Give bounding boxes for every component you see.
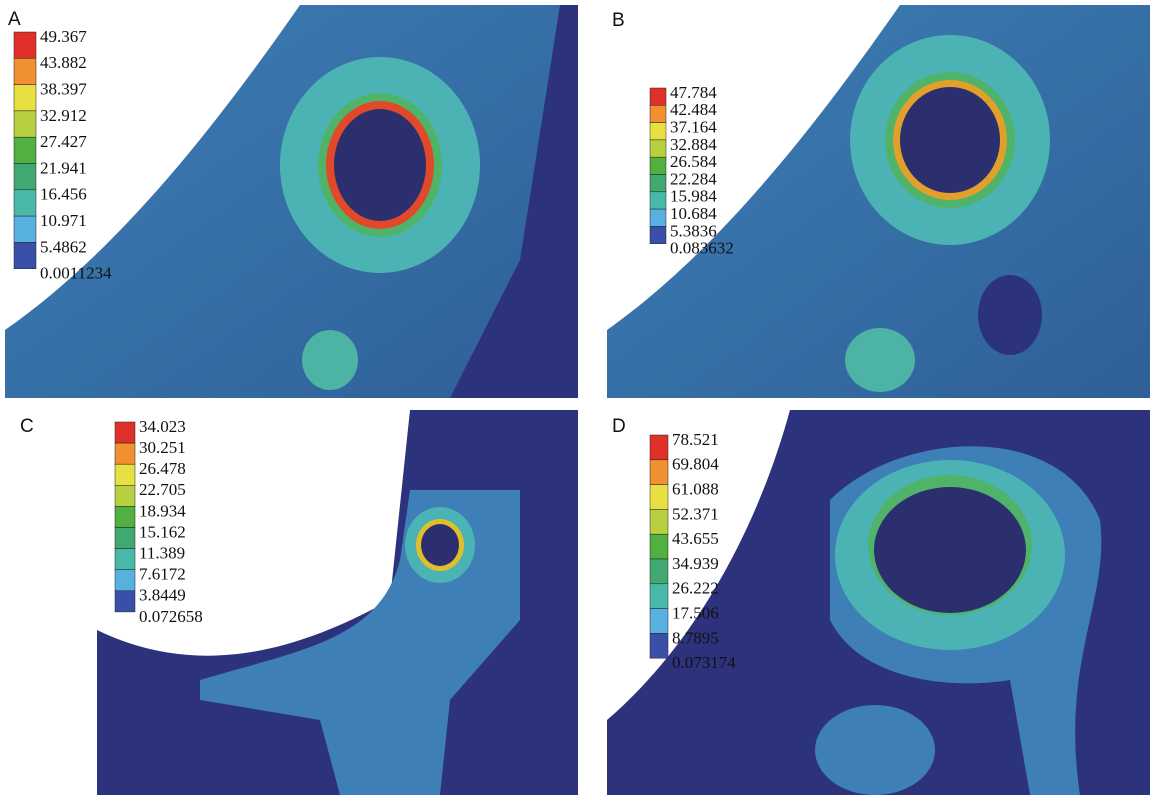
legend-value: 34.023 <box>139 417 186 436</box>
legend-value: 5.4862 <box>40 237 87 256</box>
legend-swatch <box>649 459 669 485</box>
legend-swatch <box>649 434 669 461</box>
legend-swatch <box>13 136 37 164</box>
legend-swatch <box>649 583 669 609</box>
panel-a-render <box>5 5 578 398</box>
legend-value: 15.162 <box>139 522 186 541</box>
panel-label: A <box>8 9 21 30</box>
legend-value: 8.7895 <box>672 628 719 647</box>
legend-value: 22.705 <box>139 480 186 499</box>
panel-c-render <box>97 410 578 795</box>
legend-value: 43.882 <box>40 53 87 72</box>
panel-label: B <box>612 10 625 31</box>
legend-value: 10.971 <box>40 211 87 230</box>
legend-swatch <box>649 105 667 123</box>
panel-b-render <box>607 5 1150 398</box>
legend-swatch <box>114 590 136 613</box>
legend-swatch <box>114 421 136 444</box>
legend-swatch <box>13 31 37 59</box>
legend-swatch <box>114 527 136 549</box>
legend-value: 0.073174 <box>672 653 736 672</box>
legend-value: 10.684 <box>670 204 717 223</box>
legend-swatch <box>649 174 667 193</box>
legend-swatch <box>649 533 669 560</box>
legend-value: 37.164 <box>670 118 717 137</box>
legend-value: 0.0011234 <box>40 264 112 283</box>
legend-swatch <box>649 509 669 535</box>
legend-value: 17.506 <box>672 604 719 623</box>
legend-swatch <box>649 226 667 244</box>
panel-label: D <box>612 416 626 437</box>
legend-value: 27.427 <box>40 132 87 151</box>
legend-value: 30.251 <box>139 438 186 457</box>
legend-value: 78.521 <box>672 430 719 449</box>
legend-swatch <box>649 122 667 141</box>
legend-value: 47.784 <box>670 83 717 102</box>
legend-swatch <box>114 463 136 486</box>
legend-swatch <box>13 242 37 269</box>
legend-value: 0.072658 <box>139 607 203 626</box>
legend-swatch <box>649 156 667 175</box>
legend-value: 69.804 <box>672 455 719 474</box>
legend-value: 43.655 <box>672 529 719 548</box>
legend-value: 52.371 <box>672 504 719 523</box>
legend-swatch <box>114 442 136 465</box>
legend-swatch <box>13 163 37 191</box>
legend-swatch <box>649 484 669 510</box>
legend-value: 22.284 <box>670 169 717 188</box>
legend-value: 21.941 <box>40 158 87 177</box>
legend-swatch <box>649 208 667 227</box>
legend-value: 26.478 <box>139 459 186 478</box>
legend-swatch <box>649 633 669 659</box>
legend-swatch <box>13 110 37 138</box>
legend-swatch <box>649 139 667 158</box>
legend-swatch <box>13 215 37 243</box>
legend-swatch <box>649 87 667 106</box>
legend-value: 7.6172 <box>139 565 186 584</box>
legend-value: 15.984 <box>670 187 717 206</box>
legend-swatch <box>114 569 136 592</box>
legend-swatch <box>114 506 136 528</box>
legend-value: 16.456 <box>40 185 87 204</box>
legend-value: 32.912 <box>40 106 87 125</box>
legend-value: 18.934 <box>139 501 186 520</box>
legend-value: 26.222 <box>672 579 719 598</box>
legend-value: 11.389 <box>139 544 185 563</box>
legend-swatch <box>649 608 669 634</box>
legend-swatch <box>649 558 669 585</box>
legend-value: 32.884 <box>670 135 717 154</box>
legend-value: 26.584 <box>670 152 717 171</box>
legend-value: 34.939 <box>672 554 719 573</box>
legend-swatch <box>13 84 37 112</box>
legend-value: 49.367 <box>40 27 87 46</box>
panel-label: C <box>20 416 34 437</box>
legend-swatch <box>13 189 37 217</box>
legend-value: 0.083632 <box>670 239 734 258</box>
legend-value: 38.397 <box>40 80 87 99</box>
legend-swatch <box>649 191 667 210</box>
legend-value: 3.8449 <box>139 586 186 605</box>
legend-value: 61.088 <box>672 480 719 499</box>
legend-value: 5.3836 <box>670 221 717 240</box>
legend-swatch <box>13 58 37 85</box>
legend-value: 42.484 <box>670 100 717 119</box>
legend-swatch <box>114 548 136 570</box>
legend-swatch <box>114 485 136 507</box>
